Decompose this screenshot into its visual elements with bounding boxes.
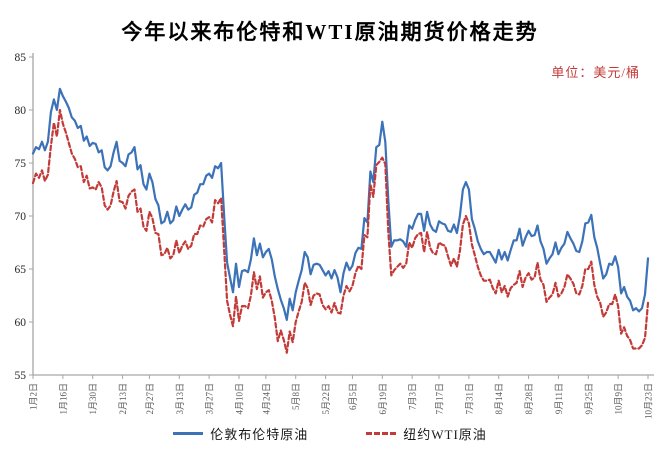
y-axis-label: 80 (15, 105, 27, 117)
legend-label-brent: 伦敦布伦特原油 (210, 427, 309, 442)
x-axis-label: 3月27日 (205, 383, 215, 415)
x-axis-label: 3月13日 (175, 383, 185, 415)
x-axis-label: 10月9日 (614, 383, 624, 415)
x-axis-label: 8月14日 (494, 383, 504, 415)
x-axis-label: 2月13日 (118, 383, 128, 415)
x-axis-label: 5月8日 (291, 383, 301, 410)
y-axis-label: 55 (15, 370, 27, 382)
x-axis-label: 1月16日 (58, 383, 68, 415)
x-axis-label: 10月23日 (644, 383, 654, 419)
x-axis-label: 7月31日 (464, 383, 474, 415)
wti-dashed-line-swatch (366, 432, 397, 435)
x-axis-label: 2月27日 (145, 383, 155, 415)
x-axis-label: 7月3日 (408, 383, 418, 410)
x-axis-label: 1月30日 (88, 383, 98, 415)
y-axis-label: 75 (15, 158, 27, 170)
x-axis-label: 8月28日 (524, 383, 534, 415)
x-axis-label: 5月22日 (321, 383, 331, 415)
x-axis-label: 7月17日 (435, 383, 445, 415)
x-axis-label: 1月2日 (29, 383, 39, 410)
x-axis-label: 6月19日 (378, 383, 388, 415)
unit-label: 单位：美元/桶 (551, 65, 640, 80)
legend-label-wti: 纽约WTI原油 (403, 427, 487, 442)
y-axis-label: 70 (15, 211, 27, 223)
legend-item-wti: 纽约WTI原油 (366, 424, 487, 443)
chart-title: 今年以来布伦特和WTI原油期货价格走势 (121, 20, 539, 44)
y-axis-label: 85 (15, 52, 27, 64)
x-axis-label: 6月5日 (348, 383, 358, 410)
y-axis-label: 60 (15, 317, 27, 329)
x-axis-label: 9月11日 (554, 383, 564, 414)
x-axis-label: 4月24日 (261, 383, 271, 415)
x-axis-label: 9月25日 (584, 383, 594, 415)
wti-series-line (31, 108, 650, 354)
chart-legend: 伦敦布伦特原油 纽约WTI原油 (0, 424, 660, 443)
brent-series-line (31, 87, 650, 321)
y-axis-label: 65 (15, 264, 27, 276)
brent-solid-line-swatch (173, 432, 204, 435)
legend-item-brent: 伦敦布伦特原油 (173, 424, 308, 443)
x-axis-label: 4月10日 (234, 383, 244, 415)
